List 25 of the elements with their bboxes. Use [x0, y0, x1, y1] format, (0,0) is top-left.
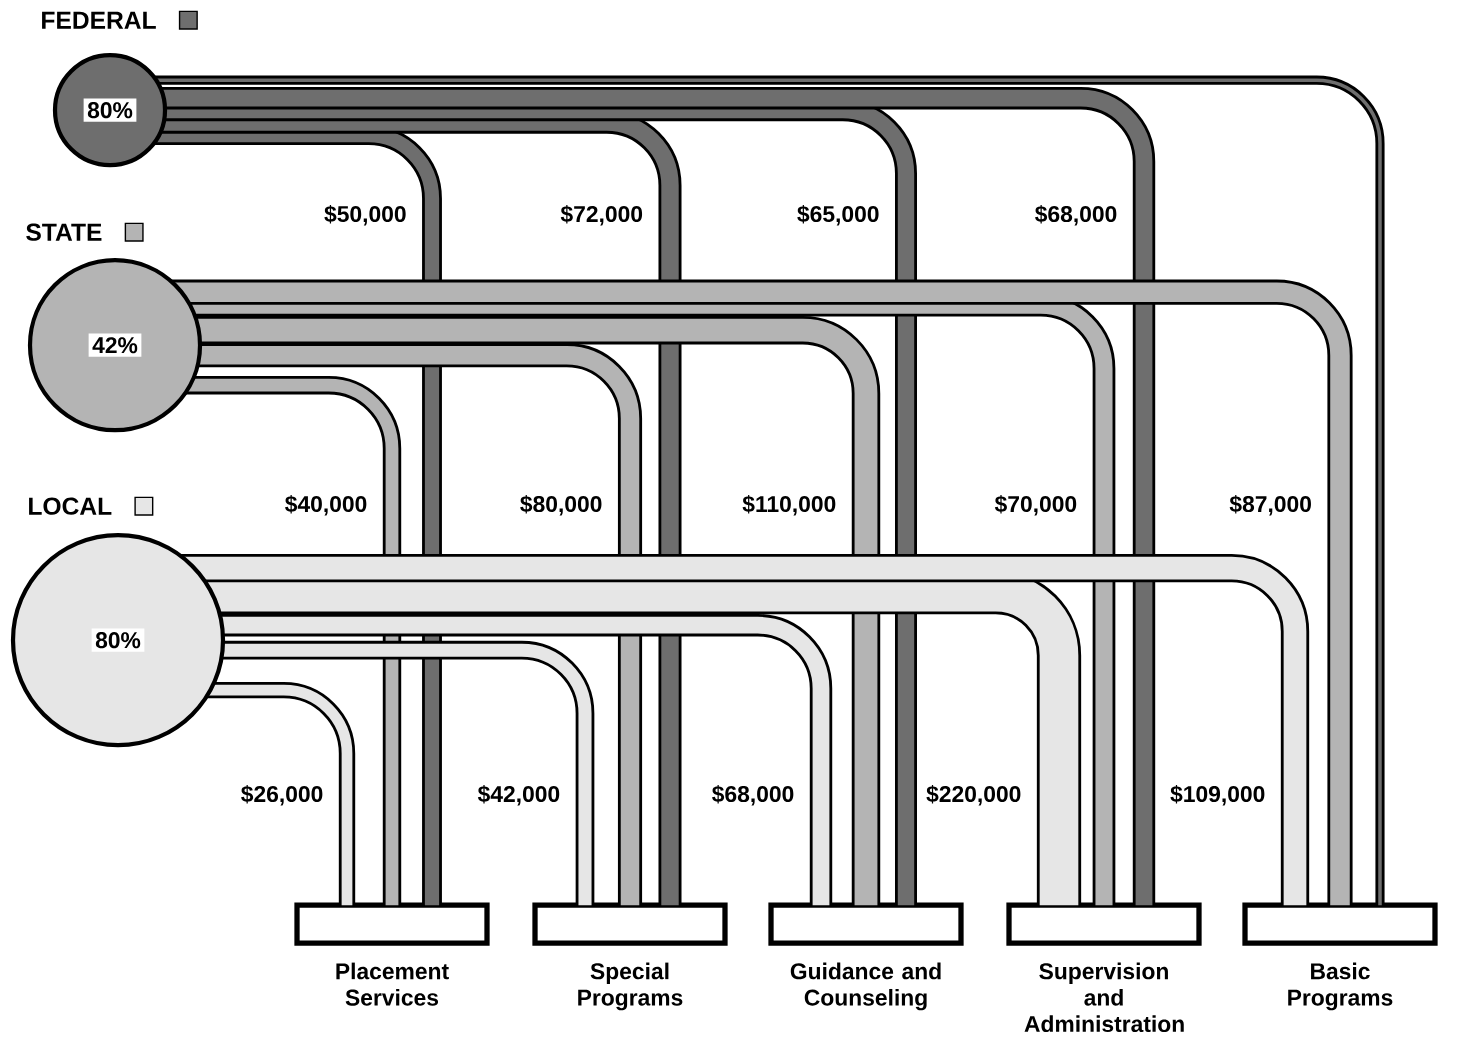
- data-label: $110,000: [742, 494, 836, 516]
- data-label: $40,000: [285, 494, 367, 516]
- data-label: $109,000: [1170, 784, 1265, 806]
- legend-label: LOCAL: [29, 497, 112, 515]
- legend-label: STATE: [26, 223, 102, 241]
- data-label: $68,000: [1035, 204, 1117, 226]
- data-label: $42,000: [477, 784, 560, 806]
- category-label: Basic Programs: [1288, 962, 1393, 1011]
- data-label: $80,000: [520, 494, 602, 516]
- data-label: $220,000: [926, 784, 1021, 806]
- category-label: Special Programs: [578, 962, 683, 1011]
- data-label: $50,000: [324, 204, 406, 226]
- text: 80%: [87, 102, 133, 119]
- category-label: Guidance and Counseling: [790, 962, 941, 1011]
- data-label: $72,000: [560, 204, 643, 226]
- category-label: Placement Services: [336, 962, 449, 1006]
- data-label: $70,000: [994, 494, 1077, 516]
- text: 42%: [92, 337, 138, 354]
- category-label: Supervision and Administration: [1024, 962, 1184, 1032]
- data-label: $65,000: [797, 204, 879, 226]
- text: 80%: [95, 632, 141, 649]
- data-label: $68,000: [712, 784, 794, 806]
- data-label: $87,000: [1229, 494, 1311, 516]
- data-label: $26,000: [241, 784, 323, 806]
- legend-label: FEDERAL: [42, 11, 156, 29]
